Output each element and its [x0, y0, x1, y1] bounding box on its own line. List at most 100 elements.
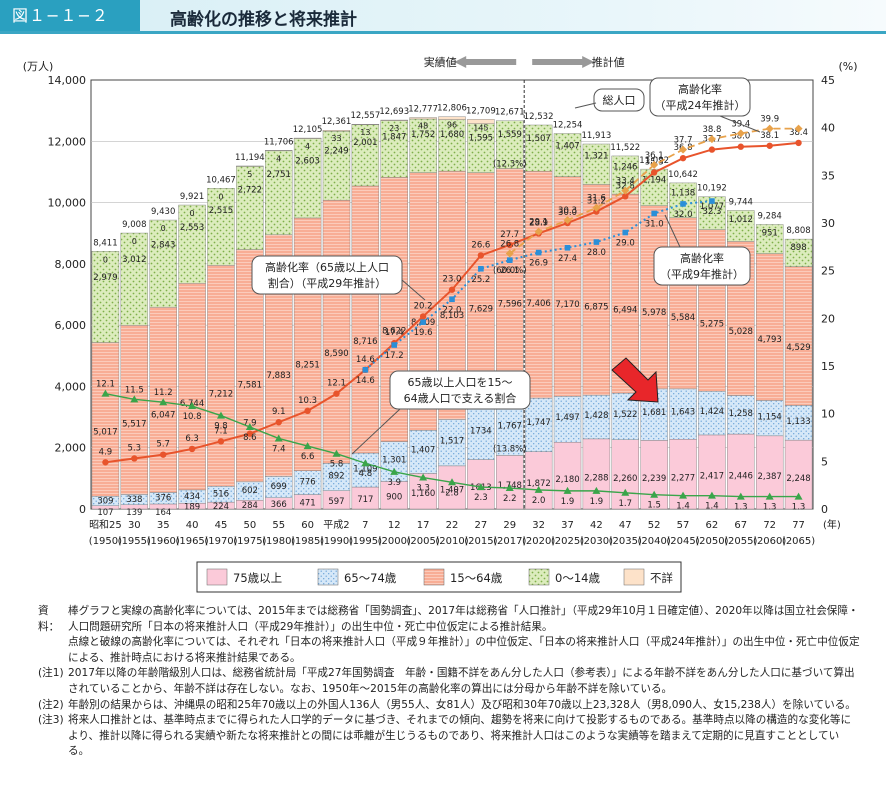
bar-segment-0 [496, 455, 524, 510]
label-0-14: 2,751 [267, 170, 291, 180]
support-ratio-point [188, 402, 197, 410]
x-year-label: (2050) [695, 536, 728, 547]
label-65-74: 1,133 [786, 417, 810, 427]
bar-segment-2 [120, 325, 149, 495]
y-axis-unit: (万人) [23, 60, 54, 73]
label-15-64: 5,017 [93, 428, 117, 438]
label-15-64: 4,529 [786, 343, 810, 353]
x-tick-label: 22 [446, 520, 459, 531]
label-75plus: 2,239 [642, 474, 666, 484]
aging-rate-h29-label: 30.0 [558, 208, 577, 218]
bar-segment-0 [553, 441, 582, 510]
support-ratio-point [592, 486, 601, 494]
support-ratio-point [245, 423, 254, 431]
y2-tick-label: 15 [821, 360, 835, 373]
x-year-label: (1975) [233, 536, 266, 547]
label-75plus: 139 [126, 508, 142, 518]
x-tick-label: 37 [561, 520, 574, 531]
support-ratio-label: 1.4 [676, 502, 690, 512]
bar-segment-1 [524, 397, 553, 452]
label-0-14: 1,595 [469, 133, 493, 143]
y-tick-label: 4,000 [55, 380, 87, 393]
label-75plus: 2,248 [786, 474, 810, 484]
chart-notes: 資料： 棒グラフと実線の高齢化率については、2015年までは総務省「国勢調査」、2… [38, 604, 860, 760]
support-ratio-point [476, 483, 485, 491]
aging-rate-h29-label: 17.4 [385, 328, 404, 338]
label-0-14: 2,515 [209, 206, 233, 216]
callout-h29-box [251, 255, 403, 295]
label-0-14: 1,321 [584, 151, 608, 161]
support-ratio-point [361, 459, 370, 467]
note-source-cont: 点線と破線の高齢化率については、それぞれ「日本の将来推計人口（平成９年推計）」の… [68, 636, 860, 664]
aging-rate-h24-point [765, 124, 774, 133]
callout-h24-text: 高齢化率 [678, 82, 722, 96]
bar-segment-0 [611, 439, 639, 510]
label-65-74: 1,681 [642, 408, 666, 418]
bar-segment-3 [727, 210, 755, 242]
bar-segment-4 [322, 130, 351, 132]
total-label: 10,192 [697, 184, 727, 194]
x-tick-label: 35 [157, 520, 170, 531]
total-label: 10,467 [206, 175, 236, 185]
support-ratio-label: 5.8 [330, 460, 344, 470]
label-0-14: 1,752 [411, 130, 435, 140]
label-65-74: 1,154 [758, 412, 782, 422]
support-ratio-point [707, 491, 716, 499]
callout-h29-pointer [401, 279, 426, 301]
aging-rate-h9-label: 27.4 [558, 254, 577, 264]
bar-segment-3 [409, 118, 437, 173]
support-ratio-point [765, 492, 774, 500]
bar-segment-3 [380, 120, 408, 178]
label-65-74: 1,428 [584, 411, 608, 421]
callout-h9-pointer [664, 214, 681, 248]
label-unknown: 5 [247, 170, 252, 179]
projected-label: 推計値 [592, 55, 625, 69]
x-tick-label: 42 [590, 520, 603, 531]
support-ratio-point [448, 478, 456, 486]
x-year-label: (2000) [378, 536, 411, 547]
support-ratio-label: 11.5 [125, 385, 144, 395]
bar-segment-3 [496, 120, 524, 169]
label-unknown: 13 [360, 128, 370, 137]
total-label: 12,806 [437, 104, 467, 114]
label-65-74: 892 [328, 472, 344, 482]
aging-rate-h24-point [650, 160, 659, 169]
support-ratio-point [679, 491, 688, 499]
label-0-14: 2,979 [93, 273, 117, 283]
bar-segment-2 [351, 185, 380, 454]
label-65-74: 434 [184, 492, 200, 502]
total-label: 12,693 [379, 107, 409, 117]
label-0-14: 1,847 [382, 133, 406, 143]
aging-rate-h9-point [709, 198, 715, 204]
callout-h29-text: 割合）（平成29年推計） [268, 276, 387, 290]
y2-tick-label: 25 [821, 265, 835, 278]
label-65-74: 1,301 [382, 455, 406, 465]
total-label: 9,430 [151, 207, 175, 217]
legend-swatch [206, 568, 228, 586]
aging-rate-h9-point [651, 210, 657, 217]
support-ratio-label: 3.3 [416, 484, 430, 494]
actual-arrow [454, 56, 517, 68]
bar-segment-1 [784, 405, 813, 441]
label-15-64: 7,883 [267, 371, 291, 381]
aging-rate-h29-point [246, 430, 254, 437]
x-tick-label: 77 [792, 520, 805, 531]
label-0-14: 2,843 [151, 240, 175, 250]
label-unknown: 48 [418, 121, 428, 130]
label-15-64: 6,047 [151, 411, 175, 421]
x-axis-unit: (年) [823, 518, 841, 531]
label-75plus: 717 [357, 495, 373, 505]
label-0-14: 1,138 [671, 189, 695, 199]
x-tick-label: 52 [648, 520, 661, 531]
x-tick-label: 29 [503, 520, 516, 531]
share-label: (13.8%) [493, 444, 527, 454]
x-tick-label: 50 [243, 520, 256, 531]
bar-segment-3 [178, 204, 206, 284]
support-ratio-label: 1.3 [734, 503, 748, 513]
x-year-label: (1960) [147, 536, 180, 547]
bar-segment-3 [784, 238, 813, 267]
y-tick-label: 0 [79, 503, 86, 516]
aging-rate-h9-point [420, 319, 426, 325]
x-year-label: (2030) [580, 536, 613, 547]
aging-rate-h9-label: 28.0 [587, 248, 606, 258]
